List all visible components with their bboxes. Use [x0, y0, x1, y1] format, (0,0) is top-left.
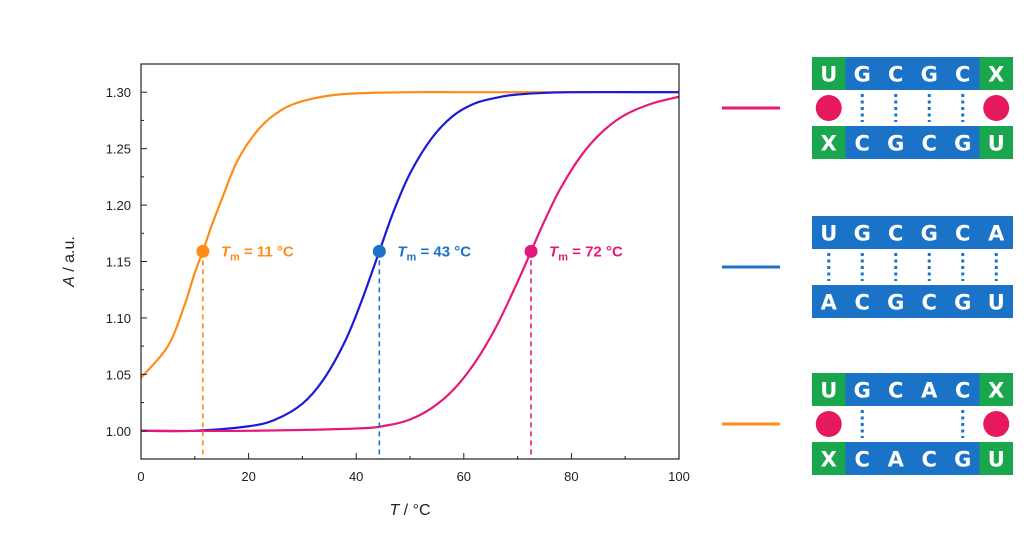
series-line-2: [141, 95, 679, 433]
x-axis-title: T / °C: [389, 502, 430, 519]
modified-base-2-bottom-5: [979, 442, 1013, 475]
duplex-legend: U G C G C XX C G C G UU G C G C AA C G C G UU G C A C XX C A C G U: [722, 57, 1013, 475]
duplex-2: U G C A C XX C A C G U: [722, 373, 1013, 475]
modified-base-0-top-5: [979, 57, 1013, 90]
base-0-top-5: X: [988, 63, 1004, 87]
tm-marker-1: [372, 244, 386, 258]
mismatch-dot-0-0: [815, 95, 842, 121]
base-0-top-2: C: [888, 63, 903, 87]
base-0-bottom-4: G: [954, 132, 971, 156]
base-1-top-5: A: [988, 222, 1005, 246]
base-1-bottom-4: G: [954, 291, 971, 315]
base-1-top-0: U: [820, 222, 837, 246]
mismatch-dot-2-0: [815, 411, 842, 437]
base-0-top-0: U: [820, 63, 837, 87]
base-0-bottom-2: G: [887, 132, 904, 156]
x-tick-label-2: 40: [349, 469, 363, 484]
base-0-bottom-1: C: [855, 132, 870, 156]
x-tick-label-3: 60: [457, 469, 471, 484]
tm-marker-0: [196, 244, 210, 258]
base-2-bottom-3: C: [922, 448, 937, 472]
axes: 0 20 40 60 80 100 1.00 1.05 1.10 1.15 1.20 1.25 1.30…: [61, 63, 690, 519]
modified-base-0-bottom-0: [812, 126, 846, 159]
base-2-bottom-5: U: [988, 448, 1005, 472]
x-tick-label-1: 20: [241, 469, 255, 484]
mismatch-dot-0-5: [983, 95, 1010, 121]
base-0-top-1: G: [854, 63, 871, 87]
base-0-top-4: C: [955, 63, 970, 87]
bottom-strand-1: [812, 285, 1013, 318]
base-2-bottom-4: G: [954, 448, 971, 472]
mismatch-dot-2-5: [983, 411, 1010, 437]
modified-base-2-bottom-0: [812, 442, 846, 475]
y-tick-label-6: 1.30: [106, 85, 131, 100]
x-tick-label-0: 0: [137, 469, 144, 484]
duplex-1: U G C G C AA C G C G U: [722, 216, 1013, 318]
y-tick-label-2: 1.10: [106, 311, 131, 326]
y-tick-label-1: 1.05: [106, 367, 131, 382]
modified-base-0-bottom-5: [979, 126, 1013, 159]
base-2-top-1: G: [854, 379, 871, 403]
y-tick-label-3: 1.15: [106, 255, 131, 270]
base-1-top-1: G: [854, 222, 871, 246]
base-1-bottom-0: A: [821, 291, 838, 315]
plot-area: Tm = 11 °C Tm = 43 °C Tm = 72 °C: [141, 90, 679, 459]
x-tick-label-5: 100: [668, 469, 690, 484]
base-1-bottom-3: C: [922, 291, 937, 315]
y-axis-title: A / a.u.: [61, 236, 78, 288]
y-tick-label-5: 1.25: [106, 142, 131, 157]
series-line-1: [141, 90, 679, 433]
series-line-0: [141, 91, 679, 379]
top-strand-1: [812, 216, 1013, 249]
base-2-bottom-2: A: [888, 448, 905, 472]
base-0-bottom-3: C: [922, 132, 937, 156]
base-1-bottom-5: U: [988, 291, 1005, 315]
modified-base-0-top-0: [812, 57, 846, 90]
base-0-bottom-5: U: [988, 132, 1005, 156]
modified-base-2-top-0: [812, 373, 846, 406]
base-2-top-3: A: [921, 379, 938, 403]
base-2-bottom-0: X: [821, 448, 837, 472]
base-0-bottom-0: X: [821, 132, 837, 156]
base-2-top-5: X: [988, 379, 1004, 403]
modified-base-2-top-5: [979, 373, 1013, 406]
y-tick-label-0: 1.00: [106, 424, 131, 439]
base-1-bottom-2: G: [887, 291, 904, 315]
duplex-0: U G C G C XX C G C G U: [722, 57, 1013, 159]
x-tick-label-4: 80: [564, 469, 578, 484]
tm-label-2: Tm = 72 °C: [549, 243, 623, 263]
tm-label-1: Tm = 43 °C: [397, 243, 471, 263]
base-2-top-2: C: [888, 379, 903, 403]
y-tick-label-4: 1.20: [106, 198, 131, 213]
tm-marker-2: [524, 244, 538, 258]
base-2-top-4: C: [955, 379, 970, 403]
base-1-top-2: C: [888, 222, 903, 246]
base-2-bottom-1: C: [855, 448, 870, 472]
base-2-top-0: U: [820, 379, 837, 403]
curves-group: [141, 90, 679, 433]
base-0-top-3: G: [921, 63, 938, 87]
base-1-bottom-1: C: [855, 291, 870, 315]
base-1-top-4: C: [955, 222, 970, 246]
base-1-top-3: G: [921, 222, 938, 246]
tm-label-0: Tm = 11 °C: [221, 243, 294, 263]
